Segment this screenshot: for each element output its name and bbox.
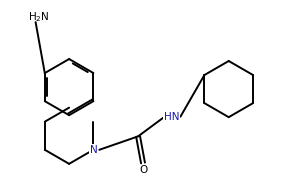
- Text: O: O: [139, 165, 147, 175]
- Text: HN: HN: [164, 112, 179, 122]
- Text: N: N: [90, 145, 97, 155]
- Text: H$_2$N: H$_2$N: [28, 10, 49, 24]
